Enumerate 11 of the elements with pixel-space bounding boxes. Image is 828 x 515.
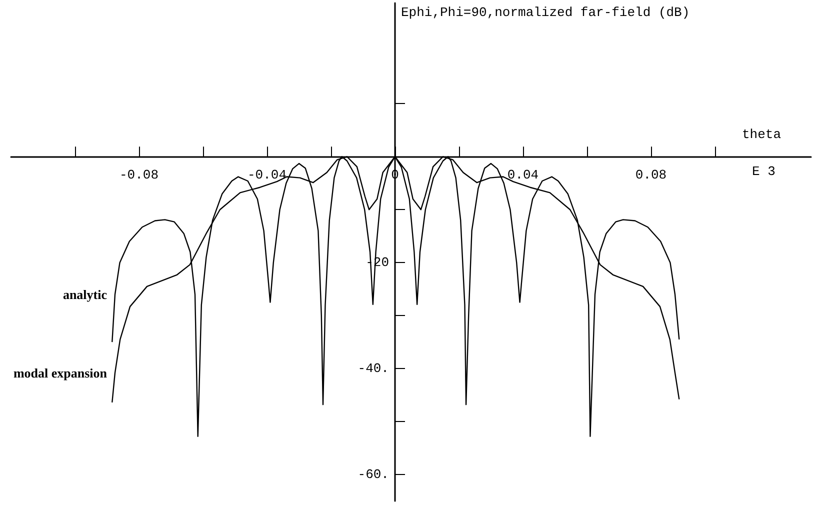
series-label: analytic [62, 286, 108, 302]
y-axis-title: Ephi,Phi=90,normalized far-field (dB) [401, 5, 690, 20]
y-tick-label: -60. [358, 467, 389, 482]
x-axis-title: theta [742, 127, 782, 142]
x-tick-label: 0.04 [507, 168, 539, 183]
y-tick-label: -40. [358, 361, 389, 376]
x-tick-label: 0.08 [635, 168, 667, 183]
annotation: E 3 [752, 164, 776, 179]
x-tick-label: -0.08 [119, 168, 159, 183]
x-tick-label: -0.04 [247, 168, 287, 183]
series-label: modal expansion [13, 365, 108, 380]
